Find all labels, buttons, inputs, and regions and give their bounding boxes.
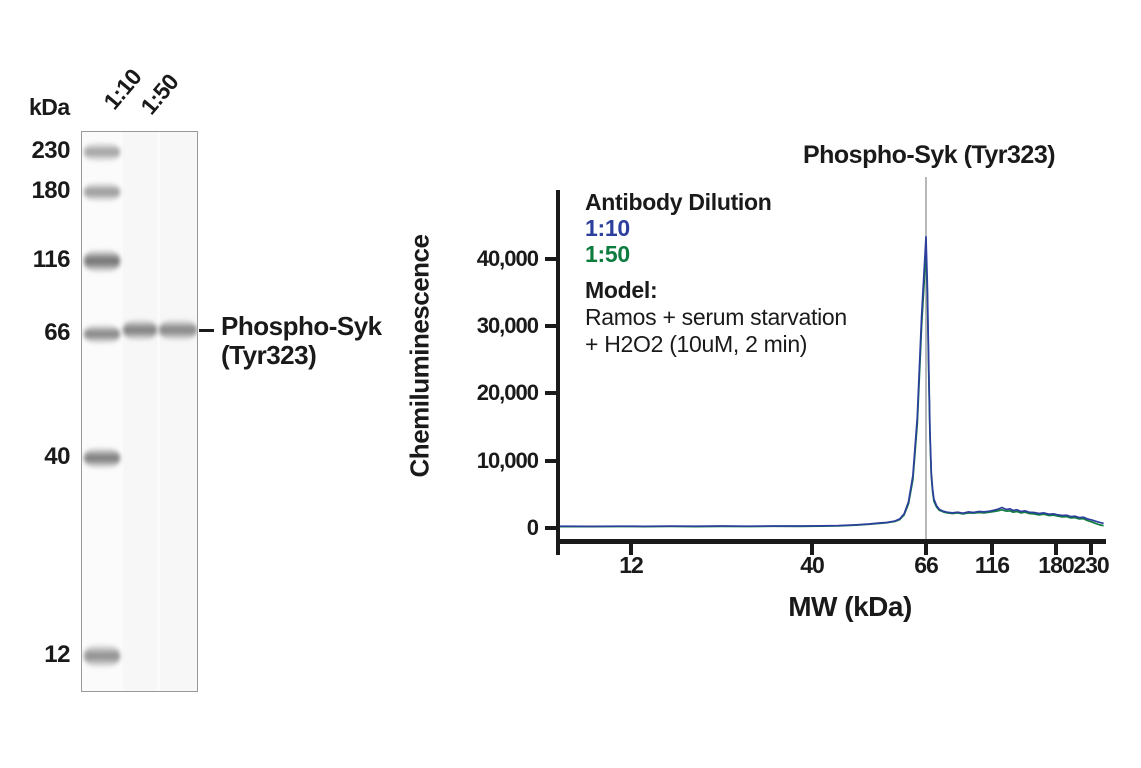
y-tick-label-20000: 20,000 [476, 380, 539, 406]
marker-band-40 [84, 447, 120, 469]
marker-band-230 [84, 142, 120, 162]
x-tick-66 [924, 544, 929, 555]
x-axis-title: MW (kDa) [788, 591, 912, 622]
y-tick-40000 [545, 256, 556, 261]
legend-entry-1-10: 1:10 [585, 215, 630, 241]
band-target-label-line1: Phospho-Syk [221, 311, 382, 341]
y-tick-label-30000: 30,000 [476, 313, 539, 339]
y-tick-0 [545, 525, 556, 530]
peak-annotation-line [925, 177, 927, 539]
y-tick-label-40000: 40,000 [476, 245, 539, 271]
y-tick-label-0: 0 [526, 514, 539, 540]
marker-band-116 [84, 249, 120, 273]
x-tick-label-180: 180 [1038, 552, 1074, 578]
sample-band-1-10 [123, 319, 157, 341]
sample-lane-1 [123, 132, 157, 691]
marker-band-12 [84, 644, 120, 668]
y-tick-10000 [545, 458, 556, 463]
x-axis [556, 539, 1106, 544]
x-tick-label-230: 230 [1073, 552, 1109, 578]
x-tick-label-40: 40 [800, 552, 825, 578]
mw-marker-label-66: 66 [44, 319, 70, 346]
y-tick-20000 [545, 391, 556, 396]
chart-title: Phospho-Syk (Tyr323) [802, 141, 1056, 169]
y-axis [556, 190, 560, 542]
model-heading: Model: [585, 277, 658, 303]
chart-legend: Antibody Dilution 1:10 1:50 Model: Ramos… [585, 190, 847, 357]
x-tick-40 [810, 544, 815, 555]
legend-entry-1-50: 1:50 [585, 241, 630, 267]
sample-lane-2 [160, 132, 197, 691]
kda-unit-label: kDa [29, 94, 70, 120]
band-target-label-line2: (Tyr323) [221, 340, 317, 370]
mw-marker-label-230: 230 [31, 137, 70, 164]
x-tick-12 [629, 544, 634, 555]
trace-1:10 [559, 235, 1104, 528]
mw-marker-label-12: 12 [44, 641, 70, 668]
x-tick-180 [1053, 544, 1058, 555]
x-tick-label-12: 12 [619, 552, 644, 578]
blot-image [81, 131, 198, 692]
model-line-2: + H2O2 (10uM, 2 min) [585, 331, 808, 357]
marker-band-180 [84, 182, 120, 202]
marker-band-66 [84, 324, 120, 344]
model-line-1: Ramos + serum starvation [585, 304, 847, 330]
x-tick-116 [989, 544, 994, 555]
mw-marker-label-40: 40 [44, 443, 70, 470]
x-tick-label-116: 116 [974, 552, 1010, 578]
y-tick-label-10000: 10,000 [476, 447, 539, 473]
legend-heading: Antibody Dilution [585, 189, 772, 215]
x-tick-230 [1088, 544, 1093, 555]
x-tick-label-66: 66 [914, 552, 939, 578]
x-tick-origin [556, 544, 560, 555]
mw-marker-label-180: 180 [31, 177, 70, 204]
y-tick-30000 [545, 324, 556, 329]
band-target-label: Phospho-Syk (Tyr323) [221, 312, 382, 370]
band-pointer-dash [199, 329, 214, 332]
sample-band-1-50 [159, 319, 197, 341]
chemiluminescence-trace-plot [559, 235, 1104, 528]
mw-marker-label-116: 116 [32, 246, 71, 273]
